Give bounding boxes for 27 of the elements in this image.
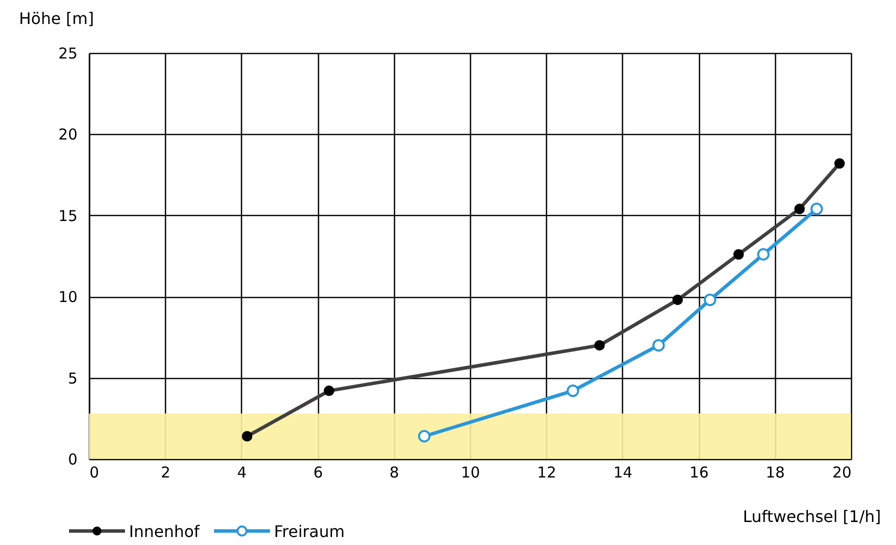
y-axis-title: Höhe [m] <box>19 9 94 28</box>
x-tick-label: 16 <box>690 464 709 482</box>
y-tick-label: 0 <box>68 450 78 468</box>
y-tick-label: 10 <box>58 288 78 306</box>
x-axis-title: Luftwechsel [1/h] <box>742 507 881 526</box>
legend-label: Innenhof <box>129 522 200 541</box>
point <box>418 430 431 442</box>
point <box>566 384 580 398</box>
x-tick-label: 18 <box>766 464 785 482</box>
x-tick-label: 12 <box>537 464 556 482</box>
x-tick-label: 2 <box>160 464 170 482</box>
x-tick-label: 4 <box>237 464 247 482</box>
y-tick-label: 15 <box>58 206 78 225</box>
y-tick-label: 25 <box>58 44 78 62</box>
y-tick-label: 5 <box>68 369 78 388</box>
point <box>704 294 716 306</box>
legend-label: Freiraum <box>274 522 345 541</box>
x-tick-label: 10 <box>460 464 480 482</box>
point <box>757 248 770 261</box>
x-tick-label: 14 <box>613 464 632 482</box>
point <box>652 339 665 352</box>
y-tick-label: 20 <box>58 126 78 144</box>
x-tick-label: 6 <box>313 464 323 482</box>
x-tick-label: 8 <box>390 464 400 482</box>
point <box>810 202 823 216</box>
x-tick-label: 0 <box>90 464 100 482</box>
x-tick-label: 20 <box>832 464 852 482</box>
